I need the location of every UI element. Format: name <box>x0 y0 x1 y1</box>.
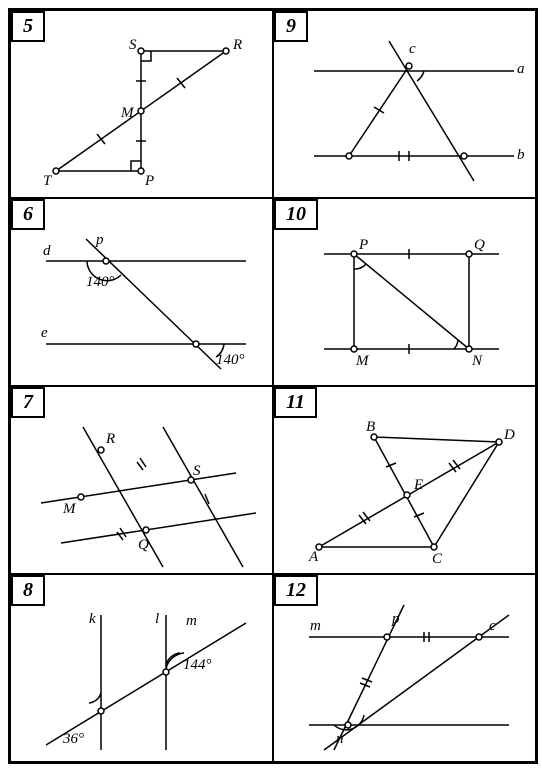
label-140b: 140° <box>216 352 245 368</box>
label-n: n <box>336 731 344 747</box>
label-p: p <box>95 232 104 248</box>
label-36: 36° <box>62 731 84 747</box>
label-Q: Q <box>474 237 485 253</box>
diagram-9: c a b <box>274 11 536 199</box>
cell-number: 12 <box>274 575 318 606</box>
cell-9: 9 c a b <box>273 10 536 198</box>
cell-5: 5 S R M P T <box>10 10 273 198</box>
label-m: m <box>310 618 321 634</box>
label-k: k <box>89 611 96 627</box>
cell-8: 8 k l m 144° 36° <box>10 574 273 762</box>
label-d: d <box>43 243 51 259</box>
label-P: P <box>144 173 154 189</box>
cell-12: 12 m p c n <box>273 574 536 762</box>
label-A: A <box>308 549 319 565</box>
cell-number: 8 <box>11 575 45 606</box>
label-a: a <box>517 61 525 77</box>
cell-6: 6 d p e 140° 140° <box>10 198 273 386</box>
label-c: c <box>409 41 416 57</box>
cell-11: 11 A B C D E <box>273 386 536 574</box>
label-N: N <box>471 353 483 369</box>
label-P: P <box>358 237 368 253</box>
cell-number: 5 <box>11 11 45 42</box>
label-S: S <box>193 463 201 479</box>
label-140a: 140° <box>86 274 115 290</box>
cell-number: 7 <box>11 387 45 418</box>
label-R: R <box>105 431 115 447</box>
label-C: C <box>432 551 443 567</box>
diagram-8: k l m 144° 36° <box>11 575 273 763</box>
label-T: T <box>43 173 53 189</box>
label-E: E <box>413 477 423 493</box>
label-S: S <box>129 37 137 53</box>
label-D: D <box>503 427 515 443</box>
label-Q: Q <box>138 537 149 553</box>
label-m: m <box>186 613 197 629</box>
label-B: B <box>366 419 375 435</box>
cell-number: 6 <box>11 199 45 230</box>
label-b: b <box>517 147 525 163</box>
label-M: M <box>62 501 77 517</box>
label-l: l <box>155 611 159 627</box>
label-M: M <box>120 105 135 121</box>
label-p: p <box>391 611 400 627</box>
label-e: e <box>41 325 48 341</box>
label-M: M <box>355 353 370 369</box>
diagram-6: d p e 140° 140° <box>11 199 273 387</box>
cell-7: 7 R S M Q <box>10 386 273 574</box>
cell-10: 10 P Q M N <box>273 198 536 386</box>
diagram-5: S R M P T <box>11 11 273 199</box>
cell-number: 10 <box>274 199 318 230</box>
cell-number: 11 <box>274 387 317 418</box>
label-R: R <box>232 37 242 53</box>
cell-number: 9 <box>274 11 308 42</box>
label-c: c <box>489 618 496 634</box>
diagram-7: R S M Q <box>11 387 273 575</box>
label-144: 144° <box>183 657 212 673</box>
problem-grid: 5 S R M P T 9 c a b 6 d p e 140° 140° 10… <box>8 8 538 764</box>
